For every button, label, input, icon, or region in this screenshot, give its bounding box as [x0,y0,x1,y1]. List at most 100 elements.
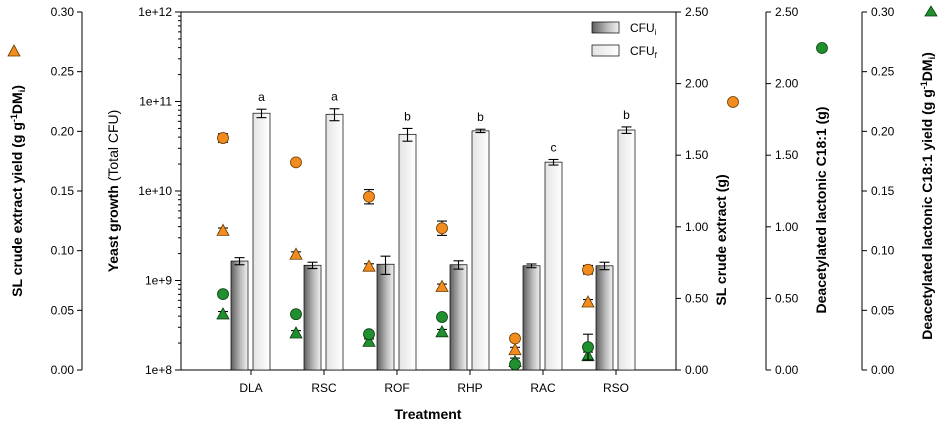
x-ticks: DLA RSC ROF RHP RAC RSO [239,370,629,395]
sl-crude-tick-label: 2.00 [685,77,709,91]
bar-cfui [449,264,468,371]
deacetylated-yield-tick-label: 0.20 [871,124,895,138]
x-tick-label: RSO [603,381,629,395]
yeast-growth-tick-label: 1e+9 [145,274,172,288]
deacetylated-point [217,288,229,301]
bar-cfuf [252,112,271,371]
yeast-growth-tick-label: 1e+8 [145,363,172,377]
sl-crude-ticks: 0.00 0.50 1.00 1.50 2.00 2.50 [676,5,709,377]
deacetylated-point [509,358,521,371]
deacetylated-point [290,308,302,321]
deacetylated-tick-label: 1.00 [775,220,799,234]
bar-cfuf [398,133,417,371]
significance-letter: a [331,90,338,104]
legend: CFUi CFUf [591,21,658,60]
bar-cfui [522,265,541,371]
deacetylated-yield-tick-label: 0.10 [871,244,895,258]
deacetylated-yield-tick-label: 0.25 [871,65,895,79]
sl-yield-tick-label: 0.05 [51,303,75,317]
deacetylated-tick-label: 2.00 [775,77,799,91]
deacetylated-point [436,311,448,323]
yeast-growth-tick-label: 1e+10 [138,184,172,198]
sl-crude-legend-circle [727,96,739,108]
bar-cfui [595,265,614,371]
bar-cfui [376,263,395,371]
bar-cfuf [471,130,490,371]
bar-cfuf [617,129,636,371]
sl-yield-tick-label: 0.30 [51,5,75,19]
sl-yield-point [362,259,376,272]
x-tick-label: RSC [311,381,337,395]
sl-yield-tick-label: 0.20 [51,124,75,138]
significance-letter: b [623,108,630,122]
sl-crude-point [436,222,448,235]
sl-yield-tick-label: 0.10 [51,244,75,258]
sl-crude-point [509,332,521,345]
deacetylated-tick-label: 0.00 [775,363,799,377]
sl-yield-point [216,223,230,236]
sl-yield-legend-triangle [7,44,21,57]
deacetylated-axis-title: Deacetylated lactonic C18:1 (g) [813,107,829,314]
deacetylated-yield-ticks: 0.00 0.05 0.10 0.15 0.20 0.25 0.30 [862,5,895,377]
sl-crude-tick-label: 0.00 [685,363,709,377]
deacetylated-point [363,328,375,341]
bar-cfui [230,260,249,371]
sl-yield-point [581,295,595,308]
significance-letter: c [551,140,557,154]
deacetylated-yield-point [216,307,230,320]
yeast-growth-tick-label: 1e+11 [139,95,172,109]
deacetylated-yield-tick-label: 0.15 [871,184,895,198]
deacetylated-yield-point [435,324,449,338]
sl-crude-tick-label: 1.00 [685,220,709,234]
bar-cfui [303,264,322,371]
deacetylated-tick-label: 0.50 [775,291,799,305]
deacetylated-yield-tick-label: 0.00 [871,363,895,377]
legend-label-cfuf: CFUf [630,44,658,60]
x-axis-title: Treatment [395,406,462,422]
sl-yield-point [289,247,303,260]
bar-cfuf [544,161,563,371]
points-layer [216,132,595,371]
sl-yield-tick-label: 0.00 [51,363,75,377]
significance-letter: b [404,109,411,123]
sl-crude-point [217,132,229,144]
sl-yield-tick-label: 0.15 [51,184,75,198]
sl-yield-point [435,279,449,292]
bar-cfuf [325,113,344,371]
deacetylated-legend-circle [816,42,828,54]
sl-crude-point [290,156,302,169]
x-tick-label: DLA [239,381,262,395]
yeast-growth-tick-label: 1e+12 [138,5,172,19]
sl-crude-point [582,263,594,276]
sl-crude-tick-label: 2.50 [685,5,709,19]
deacetylated-tick-label: 1.50 [775,148,799,162]
x-tick-label: RAC [530,381,556,395]
x-tick-label: RHP [457,381,482,395]
deacetylated-yield-axis-title: Deacetylated lactonic C18:1 yield (g g-1… [919,52,937,340]
legend-swatch-cfuf [591,44,620,57]
significance-letter: a [258,90,265,104]
deacetylated-yield-tick-label: 0.30 [871,5,895,19]
deacetylated-yield-tick-label: 0.05 [871,303,895,317]
sl-crude-axis-title: SL crude extract (g) [713,174,729,305]
sl-yield-ticks: 0.00 0.05 0.10 0.15 0.20 0.25 0.30 [51,5,82,377]
legend-label-cfui: CFUi [630,21,657,37]
deacetylated-ticks: 0.00 0.50 1.00 1.50 2.00 2.50 [766,5,799,377]
deacetylated-point [582,341,594,353]
sl-crude-tick-label: 1.50 [685,148,709,162]
significance-letter: b [477,110,484,124]
deacetylated-yield-legend-triangle [924,5,938,17]
x-tick-label: ROF [384,381,409,395]
deacetylated-tick-label: 2.50 [775,5,799,19]
legend-swatch-cfui [591,21,620,34]
yeast-growth-ticks: 1e+8 1e+9 1e+10 1e+11 1e+12 [138,5,181,377]
sl-yield-axis-title: SL crude extract yield (g g-1DMi) [9,85,27,297]
yeast-growth-axis-title: Yeast growth (Total CFU) [105,110,121,273]
sl-yield-tick-label: 0.25 [51,65,75,79]
deacetylated-yield-point [289,326,303,339]
sl-crude-point [363,190,375,203]
deacetylated-yield-point [362,334,376,347]
sl-crude-tick-label: 0.50 [685,291,709,305]
bars-layer: a a b b c b [230,90,636,371]
